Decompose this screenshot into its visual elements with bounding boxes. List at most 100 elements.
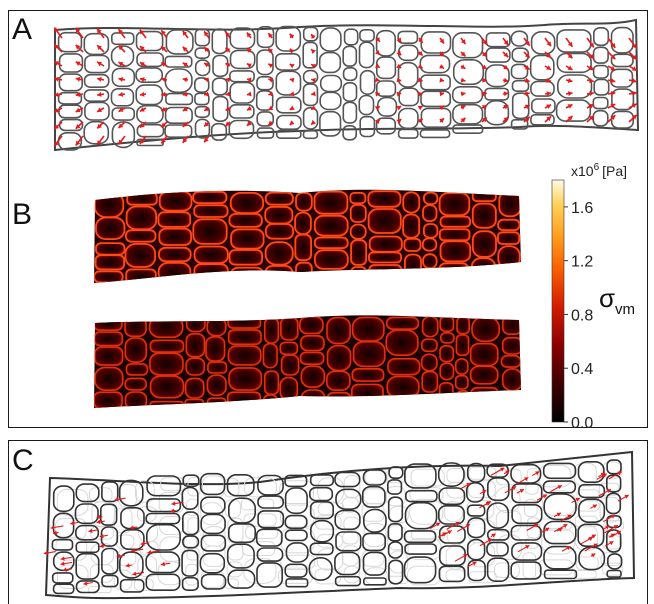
stress-cell bbox=[349, 223, 367, 240]
reference-cell-wall bbox=[600, 552, 622, 567]
displacement-arrow-head bbox=[170, 508, 175, 513]
stress-cell bbox=[94, 346, 124, 366]
cell-wall bbox=[145, 573, 181, 591]
cell-wall bbox=[592, 109, 609, 127]
cell-wall bbox=[145, 512, 181, 525]
displacement-arrow-head bbox=[182, 122, 188, 127]
stress-cell bbox=[300, 365, 326, 389]
stress-cell bbox=[207, 361, 228, 374]
cell-wall bbox=[358, 41, 375, 69]
displacement-arrow-head bbox=[62, 567, 67, 572]
displacement-arrow-head bbox=[311, 91, 316, 97]
stress-cell bbox=[367, 251, 402, 264]
displacement-arrow-head bbox=[311, 34, 316, 40]
cell-wall bbox=[511, 503, 543, 525]
displacement-arrow-head bbox=[439, 64, 445, 69]
stress-cell bbox=[192, 190, 228, 205]
stress-cell bbox=[206, 374, 227, 397]
cell-wall bbox=[404, 501, 438, 530]
cell-wall bbox=[110, 88, 135, 107]
stress-cell bbox=[94, 316, 123, 331]
cell-wall bbox=[467, 559, 486, 582]
displacement-arrow-head bbox=[455, 521, 460, 526]
cell-wall bbox=[375, 29, 397, 57]
cell-wall bbox=[284, 529, 308, 542]
cell-wall bbox=[510, 561, 542, 580]
displacement-arrow-head bbox=[97, 61, 103, 67]
displacement-arrow-head bbox=[546, 41, 552, 47]
displacement-arrow-head bbox=[439, 118, 445, 123]
displacement-arrow-head bbox=[588, 104, 594, 109]
stress-cell bbox=[279, 341, 299, 356]
cell-wall bbox=[319, 27, 342, 52]
displacement-arrow-head bbox=[610, 54, 616, 60]
cell-wall bbox=[556, 74, 593, 99]
displacement-arrow-head bbox=[524, 104, 530, 110]
reference-cell-wall bbox=[200, 502, 224, 526]
displacement-arrow-head bbox=[289, 77, 295, 83]
stress-cell bbox=[126, 191, 158, 206]
displacement-arrow-head bbox=[139, 122, 145, 128]
displacement-arrow-head bbox=[375, 77, 380, 83]
displacement-arrow-head bbox=[88, 528, 93, 534]
cell-wall bbox=[555, 99, 592, 122]
displacement-arrow-head bbox=[54, 141, 59, 147]
reference-cell-wall bbox=[88, 585, 112, 594]
colorbar-tick-label: 0.0 bbox=[571, 415, 593, 432]
cell-wall bbox=[194, 118, 211, 139]
displacement-arrow-head bbox=[631, 54, 637, 60]
displacement-arrow-head bbox=[225, 47, 231, 53]
stress-cell bbox=[313, 236, 349, 250]
stress-cell bbox=[264, 191, 294, 206]
cell-wall bbox=[577, 523, 605, 547]
displacement-arrow-head bbox=[460, 117, 466, 123]
stress-cell bbox=[157, 261, 192, 283]
stress-cell bbox=[350, 239, 368, 266]
cell-wall bbox=[229, 49, 256, 70]
cell-wall bbox=[342, 82, 358, 103]
cell-wall bbox=[58, 73, 84, 92]
cell-wall bbox=[592, 96, 609, 110]
stress-cell bbox=[385, 329, 419, 357]
reference-cell-wall bbox=[118, 484, 137, 508]
stress-cell bbox=[420, 393, 438, 408]
displacement-arrow-head bbox=[171, 501, 176, 506]
cell-wall bbox=[51, 572, 74, 584]
stress-cell bbox=[279, 376, 299, 401]
displacement-arrow-head bbox=[139, 29, 145, 35]
stress-cell bbox=[439, 331, 455, 344]
cell-wall bbox=[592, 46, 609, 64]
cell-wall bbox=[302, 26, 319, 42]
displacement-arrow-head bbox=[613, 525, 618, 530]
displacement-arrow-head bbox=[97, 123, 102, 129]
displacement-arrow-head bbox=[83, 581, 88, 586]
cell-wall bbox=[530, 98, 556, 114]
reference-cell-wall bbox=[541, 527, 576, 555]
displacement-arrow-head bbox=[268, 63, 274, 69]
stress-cell bbox=[351, 316, 385, 342]
stress-cell bbox=[184, 377, 205, 399]
cell-wall bbox=[211, 28, 228, 55]
stress-cell bbox=[326, 391, 352, 408]
displacement-arrow-head bbox=[375, 50, 380, 55]
cell-wall bbox=[75, 552, 100, 580]
cell-wall bbox=[57, 91, 83, 105]
displacement-arrow-head bbox=[246, 32, 252, 38]
stress-cell bbox=[264, 205, 294, 225]
stress-cell bbox=[313, 270, 349, 283]
cell-wall bbox=[485, 32, 511, 48]
displacement-arrow-head bbox=[75, 76, 81, 82]
cell-wall bbox=[136, 104, 164, 124]
stress-cell bbox=[313, 190, 349, 215]
stress-cell bbox=[386, 375, 420, 399]
displacement-arrow-head bbox=[97, 76, 102, 82]
displacement-arrow-head bbox=[311, 49, 316, 54]
displacement-arrow-head bbox=[268, 120, 274, 126]
displacement-arrow-head bbox=[161, 122, 167, 128]
cell-wall bbox=[486, 477, 510, 502]
stress-cell bbox=[94, 191, 125, 219]
displacement-arrow-head bbox=[75, 28, 81, 33]
stress-cell bbox=[403, 253, 422, 278]
colorbar-tick-label: 1.2 bbox=[571, 254, 593, 271]
cell-wall bbox=[284, 563, 308, 578]
